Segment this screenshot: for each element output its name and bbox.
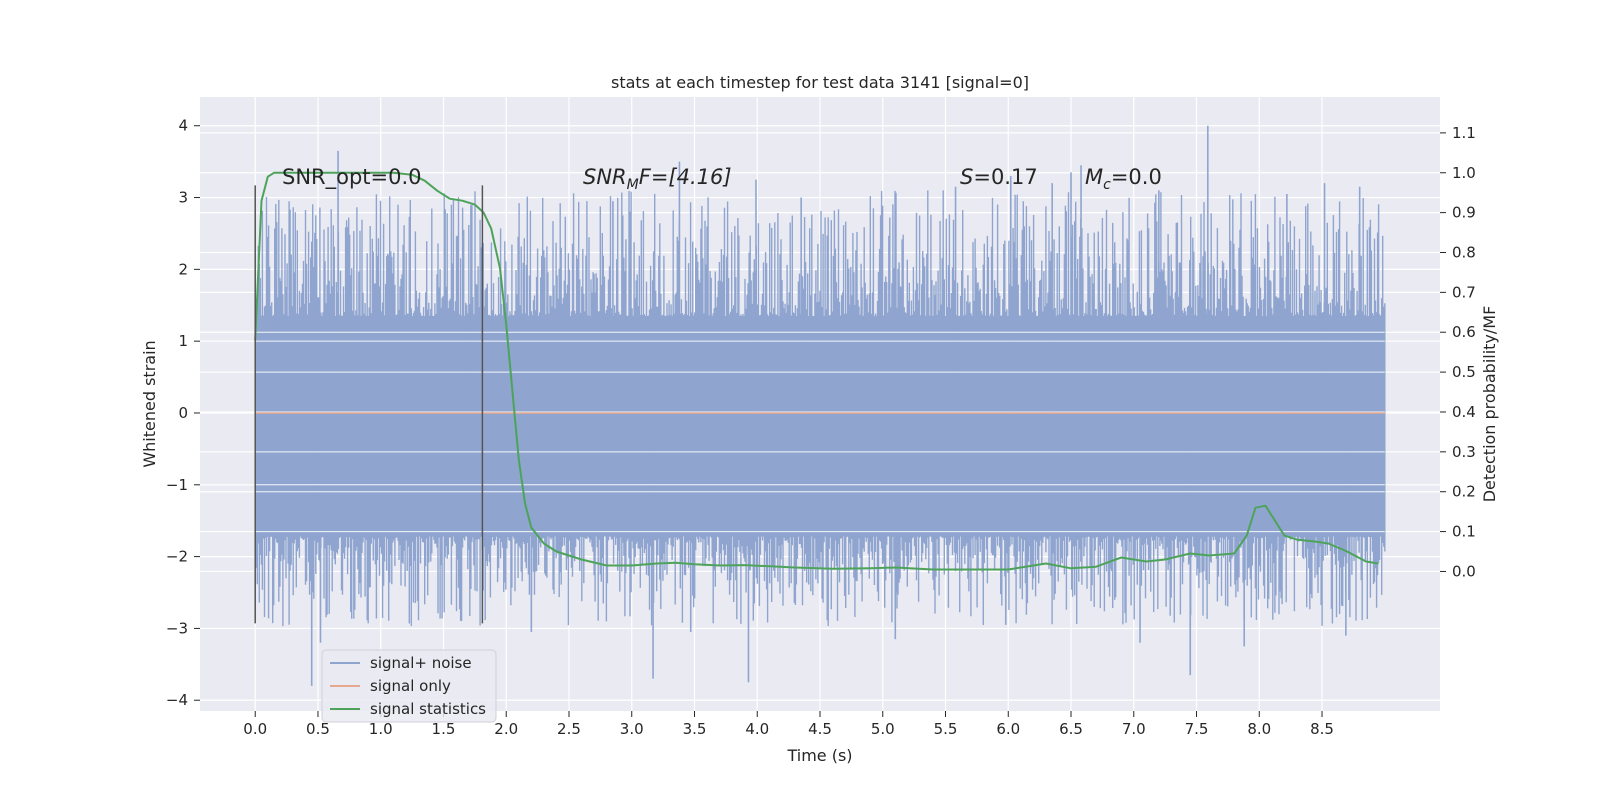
snr-mf-rest: F=[4.16] [639,165,732,189]
y-tick-label: −4 [166,691,188,709]
series-lines [254,171,1385,571]
x-tick-label: 4.0 [745,720,769,738]
snr-mf-symbol: SNR [583,165,627,189]
x-tick-label: 2.5 [557,720,581,738]
x-tick-label: 7.0 [1122,720,1146,738]
y2-tick-label: 0.7 [1452,283,1476,301]
legend: signal+ noise signal only signal statist… [321,649,497,723]
x-tick-label: 0.0 [243,720,267,738]
legend-label-signal-noise: signal+ noise [370,654,472,672]
annotation-snr-mf: SNRMF=[4.16] [583,165,732,193]
y-tick-label: 1 [178,332,188,350]
y2-tick-label: 0.8 [1452,243,1476,261]
annotation-snr-opt: SNR_opt=0.0 [282,165,422,190]
mc-rest: =0.0 [1111,165,1162,189]
x-tick-label: 8.5 [1310,720,1334,738]
x-axis: 0.0 0.5 1.0 1.5 2.0 2.5 3.0 3.5 4.0 4.5 5.0 5.5 6.0 6… [243,711,1334,738]
x-tick-label: 3.0 [620,720,644,738]
y-tick-label: −3 [166,619,188,637]
s-rest: =0.17 [973,165,1037,189]
annotation-mc: Mc=0.0 [1085,165,1162,193]
y2-tick-label: 0.4 [1452,403,1476,421]
signal-statistics-line [254,171,1379,571]
mc-sub: c [1103,177,1111,193]
y2-tick-label: 0.3 [1452,443,1476,461]
y-tick-label: 4 [178,117,188,135]
vertical-markers [254,185,484,624]
y-tick-label: −1 [166,476,188,494]
legend-label-signal-statistics: signal statistics [370,700,486,718]
y2-tick-label: 1.0 [1452,164,1476,182]
x-tick-label: 3.5 [683,720,707,738]
x-tick-label: 5.5 [934,720,958,738]
x-tick-label: 0.5 [306,720,330,738]
y-axis-title: Whitened strain [140,340,159,467]
x-axis-title: Time (s) [786,746,852,765]
chart-title: stats at each timestep for test data 314… [611,73,1029,92]
y2-tick-label: 0.2 [1452,483,1476,501]
annotation-s: S=0.17 [960,165,1038,189]
y2-tick-label: 0.0 [1452,562,1476,580]
y-axis-right: 0.0 0.1 0.2 0.3 0.4 0.5 0.6 0.7 0.8 0.9 1.0 1.1 [1440,124,1476,580]
x-tick-label: 6.5 [1059,720,1083,738]
y2-tick-label: 0.9 [1452,204,1476,222]
y2-tick-label: 1.1 [1452,124,1476,142]
x-tick-label: 6.0 [996,720,1020,738]
s-symbol: S [960,165,973,189]
legend-label-signal-only: signal only [370,677,451,695]
y2-tick-label: 0.1 [1452,523,1476,541]
snr-mf-sub: M [627,177,639,193]
y2-tick-label: 0.6 [1452,323,1476,341]
legend-box [321,649,497,723]
x-tick-label: 5.0 [871,720,895,738]
y2-tick-label: 0.5 [1452,363,1476,381]
y-tick-label: 0 [178,404,188,422]
y-tick-label: 3 [178,189,188,207]
x-tick-label: 1.5 [432,720,456,738]
x-tick-label: 4.5 [808,720,832,738]
y-axis-left: −4 −3 −2 −1 0 1 2 3 4 [166,117,200,709]
x-tick-label: 8.0 [1247,720,1271,738]
y2-axis-title: Detection probability/MF [1480,306,1499,503]
x-tick-label: 1.0 [369,720,393,738]
y-tick-label: −2 [166,548,188,566]
x-tick-label: 2.0 [494,720,518,738]
mc-symbol: M [1085,165,1103,189]
x-tick-label: 7.5 [1185,720,1209,738]
y-tick-label: 2 [178,260,188,278]
noise-series [254,125,1386,686]
noise-core-band [255,316,1385,537]
